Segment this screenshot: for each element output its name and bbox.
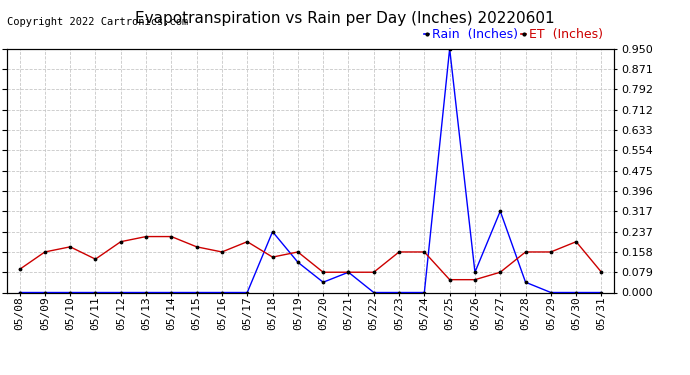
Text: Evapotranspiration vs Rain per Day (Inches) 20220601: Evapotranspiration vs Rain per Day (Inch…	[135, 11, 555, 26]
Text: Copyright 2022 Cartronics.com: Copyright 2022 Cartronics.com	[7, 17, 188, 27]
Legend: Rain  (Inches), ET  (Inches): Rain (Inches), ET (Inches)	[419, 23, 608, 46]
